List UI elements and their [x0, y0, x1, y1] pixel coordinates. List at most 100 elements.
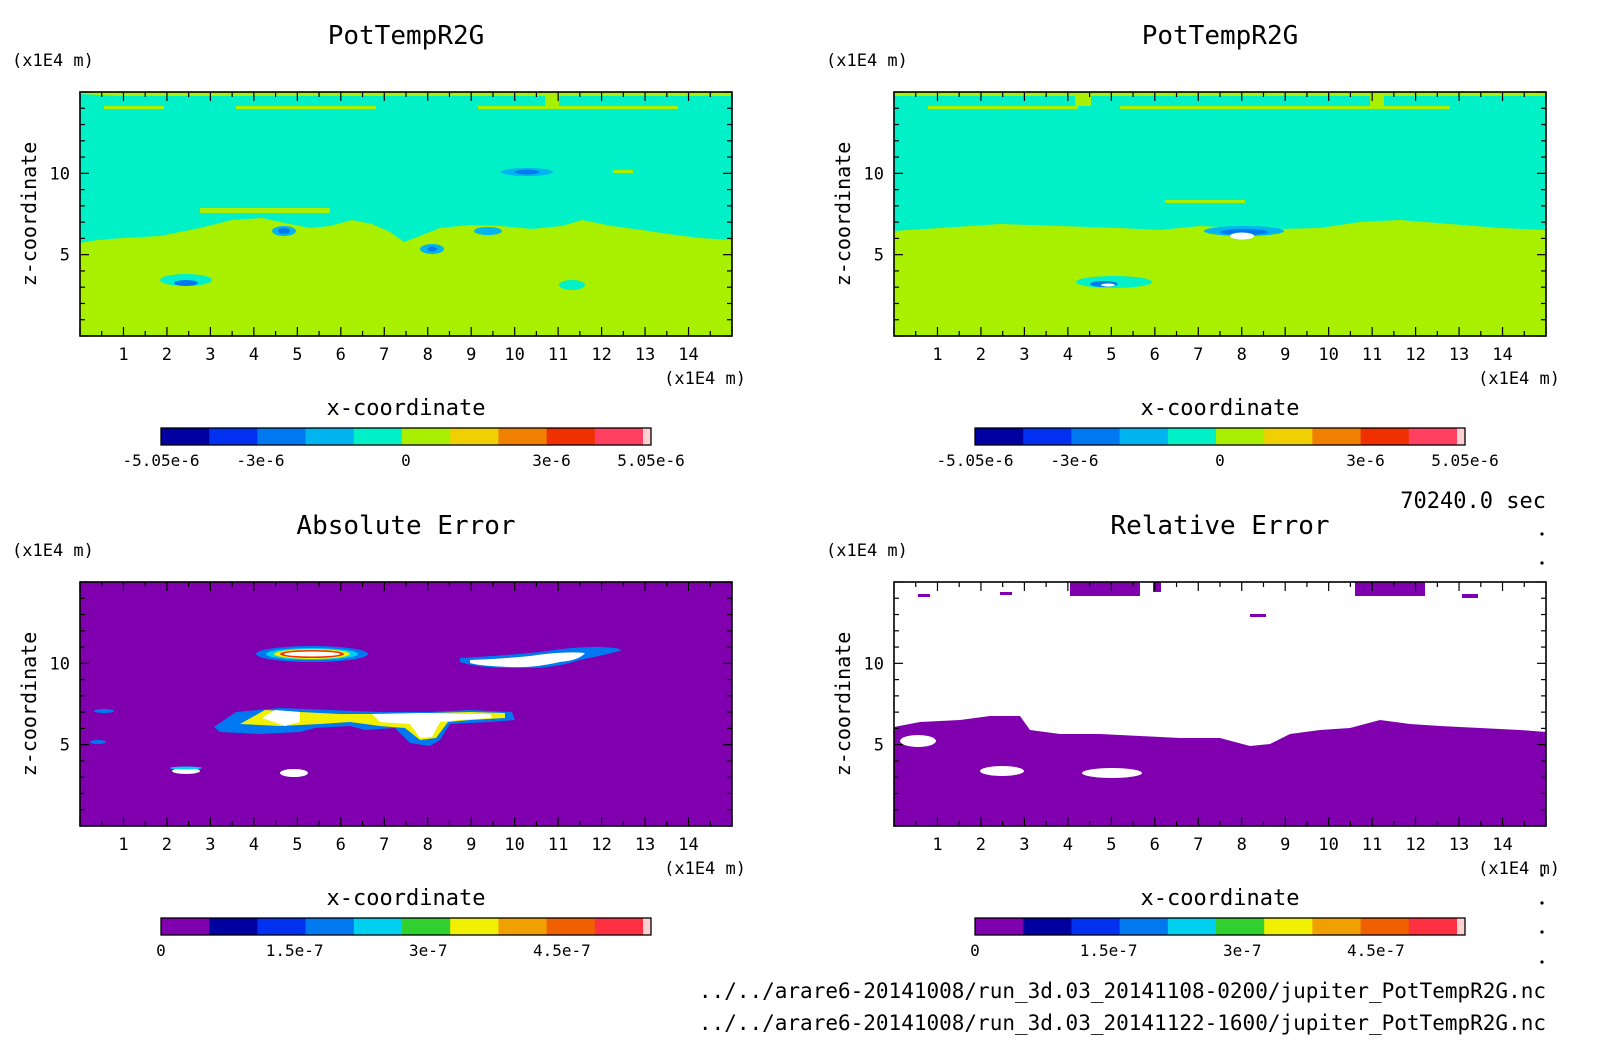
panel-0-x-axis-label: x-coordinate — [327, 396, 486, 421]
panel-0-y-tick-label: 10 — [50, 164, 70, 184]
panel-2-y-unit: (x1E4 m) — [12, 541, 94, 561]
field-blob-1-white — [284, 651, 340, 657]
marker-dot — [1540, 930, 1544, 934]
field-top-strip-6 — [1000, 592, 1012, 595]
panel-1-x-tick-label: 13 — [1449, 345, 1469, 365]
panel-1-colorbar-swatch — [1216, 428, 1265, 445]
panel-3-y-unit: (x1E4 m) — [826, 541, 908, 561]
panel-3-x-tick-label: 2 — [976, 835, 986, 855]
panel-1-colorbar-label: -3e-6 — [1050, 451, 1098, 470]
panel-1-colorbar-swatch — [1312, 428, 1362, 445]
panel-2-x-tick-label: 3 — [205, 835, 215, 855]
panel-1-colorbar-swatch — [1360, 428, 1410, 445]
panel-2-colorbar-overflow — [643, 918, 651, 935]
chart-dynamic-layer: PotTempR2G(x1E4 m)1 2 3 4 5 6 7 8 9 10 11 12 13 14510… — [12, 21, 1560, 960]
panel-1-x-axis-label: x-coordinate — [1141, 396, 1300, 421]
panel-0-x-tick-label: 6 — [336, 345, 346, 365]
panel-3-colorbar-overflow — [1457, 918, 1465, 935]
field-top-strip-7 — [1250, 614, 1266, 617]
marker-dot — [1540, 532, 1544, 536]
panel-0-colorbar-swatch — [498, 428, 548, 445]
field-blob-7 — [90, 740, 106, 744]
panel-1-x-tick-label: 1 — [932, 345, 942, 365]
panel-0-x-tick-label: 13 — [635, 345, 655, 365]
panel-0-x-tick-label: 5 — [292, 345, 302, 365]
panel-3-x-tick-label: 11 — [1362, 835, 1382, 855]
field-region-lower — [80, 218, 732, 336]
field-strip-top-3 — [478, 106, 678, 109]
field-strip-top-2 — [236, 106, 376, 109]
field-strip-top-1 — [928, 106, 1078, 109]
panel-0-colorbar-label: 3e-6 — [532, 451, 571, 470]
panel-0-colorbar-swatch — [161, 428, 210, 445]
panel-1-x-tick-label: 12 — [1405, 345, 1425, 365]
panel-3-colorbar-label: 1.5e-7 — [1080, 941, 1138, 960]
file-path-2: ../../arare6-20141008/run_3d.03_20141122… — [699, 1011, 1546, 1035]
panel-3-colorbar-label: 3e-7 — [1223, 941, 1262, 960]
field-blob-6 — [94, 709, 114, 713]
panel-3-colorbar-swatch — [1023, 918, 1072, 935]
panel-2-x-tick-label: 7 — [379, 835, 389, 855]
panel-2-colorbar-swatch — [257, 918, 307, 935]
panel-1-y-axis-label: z-coordinate — [831, 142, 855, 287]
field-top-strip-2 — [1355, 582, 1425, 596]
panel-3-colorbar-swatch — [1216, 918, 1265, 935]
field-blob-cyan-2 — [559, 280, 585, 290]
field-hole-3 — [1082, 768, 1142, 778]
panel-3-x-tick-label: 7 — [1193, 835, 1203, 855]
panel-2-colorbar-label: 1.5e-7 — [266, 941, 324, 960]
panel-3-colorbar-swatch — [1360, 918, 1410, 935]
panel-2-y-tick-label: 10 — [50, 654, 70, 674]
panel-0-x-tick-label: 14 — [678, 345, 698, 365]
panel-3-x-tick-label: 3 — [1019, 835, 1029, 855]
time-label: 70240.0 sec — [1400, 489, 1546, 514]
panel-3-x-tick-label: 14 — [1492, 835, 1512, 855]
field-blob-3-white — [262, 710, 492, 738]
field-strip-top-2 — [1120, 106, 1450, 109]
field-blob-4 — [172, 768, 200, 774]
panel-2-colorbar-swatch — [546, 918, 596, 935]
panel-3-y-axis-label: z-coordinate — [831, 632, 855, 777]
panel-2-x-tick-label: 11 — [548, 835, 568, 855]
panel-3-title: Relative Error — [1110, 511, 1329, 541]
field-blob-5 — [280, 769, 308, 777]
field-strip-mid — [1165, 200, 1245, 203]
panel-1-y-tick-label: 10 — [864, 164, 884, 184]
panel-2-x-tick-label: 12 — [591, 835, 611, 855]
panel-2-colorbar-label: 0 — [156, 941, 166, 960]
field-top-strip-1 — [1070, 582, 1140, 596]
panel-3-y-tick-label: 10 — [864, 654, 884, 674]
panel-2-colorbar-swatch — [305, 918, 355, 935]
panel-2-x-tick-label: 1 — [118, 835, 128, 855]
panel-0-colorbar-label: 0 — [401, 451, 411, 470]
panel-3-colorbar-swatch — [1312, 918, 1362, 935]
panel-0-colorbar-overflow — [643, 428, 651, 445]
panel-2-x-unit: (x1E4 m) — [664, 859, 746, 879]
panel-0-colorbar-swatch — [594, 428, 644, 445]
panel-0-x-tick-label: 3 — [205, 345, 215, 365]
panel-2-colorbar-label: 4.5e-7 — [533, 941, 591, 960]
panel-1-x-tick-label: 3 — [1019, 345, 1029, 365]
panel-1-colorbar-swatch — [1023, 428, 1072, 445]
panel-3-x-tick-label: 13 — [1449, 835, 1469, 855]
panel-2-x-tick-label: 10 — [504, 835, 524, 855]
field-hole-1 — [900, 735, 936, 747]
panel-3-colorbar-swatch — [1167, 918, 1217, 935]
panel-1-x-tick-label: 8 — [1237, 345, 1247, 365]
panel-1-x-unit: (x1E4 m) — [1478, 369, 1560, 389]
panel-1-x-tick-label: 5 — [1106, 345, 1116, 365]
panel-0-colorbar-label: -3e-6 — [236, 451, 284, 470]
panel-2-colorbar-swatch — [498, 918, 548, 935]
panel-3-colorbar-swatch — [975, 918, 1024, 935]
panel-1-colorbar-swatch — [1119, 428, 1169, 445]
panel-2-x-tick-label: 2 — [162, 835, 172, 855]
file-path-1: ../../arare6-20141008/run_3d.03_20141108… — [699, 979, 1546, 1003]
panel-1-x-tick-label: 11 — [1362, 345, 1382, 365]
panel-1-colorbar-swatch — [1264, 428, 1313, 445]
field-block-top-1 — [1075, 92, 1091, 106]
panel-0-colorbar-swatch — [353, 428, 403, 445]
panel-0-colorbar-swatch — [450, 428, 499, 445]
panel-1-x-tick-label: 14 — [1492, 345, 1512, 365]
panel-0-colorbar-label: 5.05e-6 — [617, 451, 684, 470]
panel-1-x-tick-label: 4 — [1063, 345, 1073, 365]
